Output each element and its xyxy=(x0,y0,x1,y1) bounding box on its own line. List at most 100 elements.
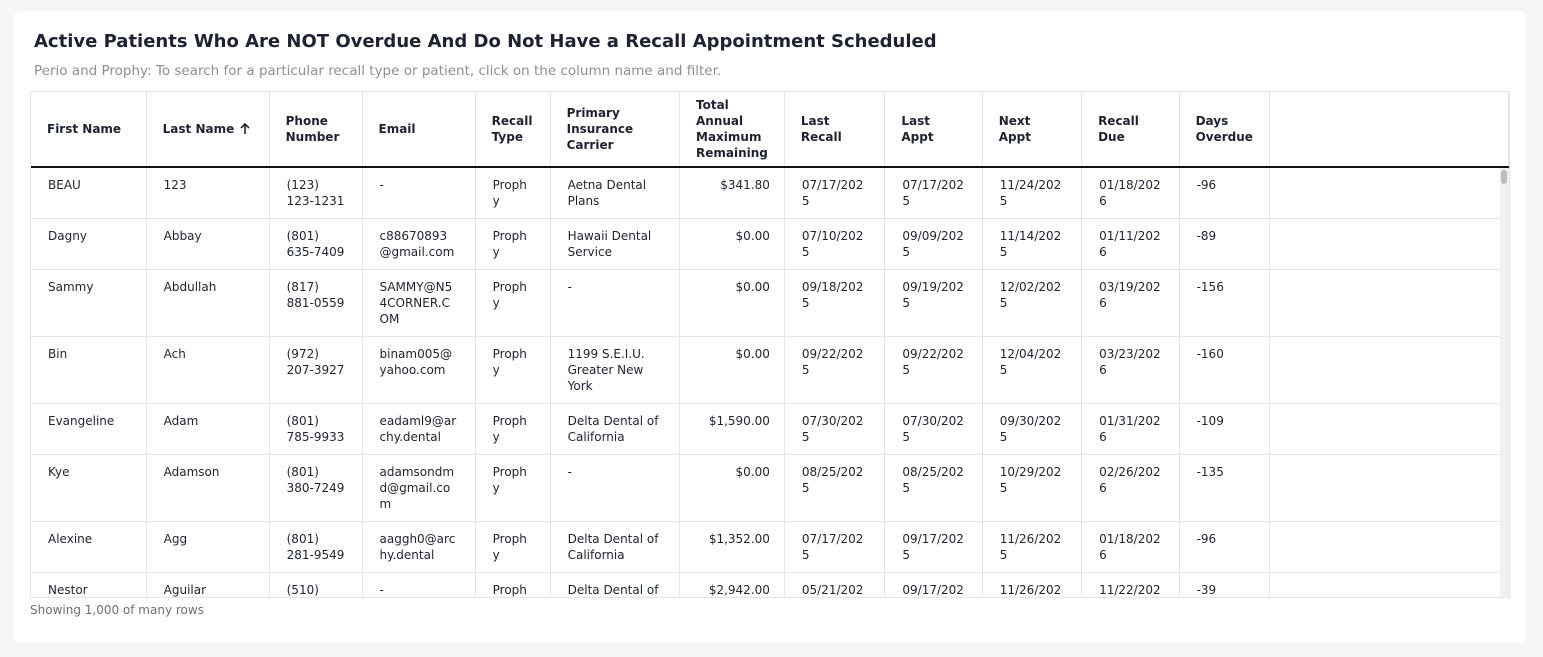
spacer-cell xyxy=(1269,403,1509,455)
table-cell: -89 xyxy=(1179,218,1270,270)
table-cell: 05/21/2025 xyxy=(784,572,886,597)
column-header[interactable]: Last Name xyxy=(146,92,270,168)
spacer-cell xyxy=(1269,218,1509,270)
column-header[interactable]: Recall Type xyxy=(475,92,551,168)
table-cell: 07/30/2025 xyxy=(784,403,886,455)
table-cell: Dagny xyxy=(31,218,147,270)
table-cell: (801) 635-7409 xyxy=(269,218,363,270)
table-cell: Prophy xyxy=(475,167,551,219)
column-label: Last Appt xyxy=(901,114,934,144)
table-cell: 07/17/2025 xyxy=(784,167,886,219)
column-header[interactable]: Days Overdue xyxy=(1179,92,1270,168)
table-cell: SAMMY@N54CORNER.COM xyxy=(362,269,476,337)
table-cell: 09/30/2025 xyxy=(982,403,1083,455)
column-label: Next Appt xyxy=(998,114,1031,144)
table-cell: - xyxy=(550,454,681,522)
table-row: Sammy Abdullah (817) 881-0559 SAMMY@N54CORN… xyxy=(31,269,1509,337)
table-cell: Delta Dental of California xyxy=(550,572,681,597)
table-cell: - xyxy=(362,167,476,219)
report-title: Active Patients Who Are NOT Overdue And … xyxy=(34,31,937,52)
table-cell: $0.00 xyxy=(679,454,785,522)
column-label: Days Overdue xyxy=(1195,114,1253,144)
spacer-cell xyxy=(1269,269,1509,337)
table-cell: (123) 123-1231 xyxy=(269,167,363,219)
table-cell: 01/18/2026 xyxy=(1081,167,1180,219)
table-cell: 09/22/2025 xyxy=(784,336,886,404)
table-cell: 07/17/2025 xyxy=(884,167,983,219)
scrollbar-thumb[interactable] xyxy=(1501,170,1507,184)
spacer-cell xyxy=(1269,454,1509,522)
column-header[interactable]: Primary Insurance Carrier xyxy=(550,92,681,168)
table-cell: 09/17/2025 xyxy=(884,572,983,597)
table-cell: -135 xyxy=(1179,454,1270,522)
table-cell: 09/18/2025 xyxy=(784,269,886,337)
table-body: BEAU 123 (123) 123-1231- Prophy Aetna Dental… xyxy=(31,167,1509,597)
table-cell: Ach xyxy=(146,336,270,404)
table-cell: $1,352.00 xyxy=(679,521,785,573)
table-cell: aaggh0@archy.dental xyxy=(362,521,476,573)
column-header[interactable]: First Name xyxy=(31,92,147,168)
column-header[interactable]: Next Appt xyxy=(982,92,1083,168)
table-cell: (801) 785-9933 xyxy=(269,403,363,455)
report-card: Active Patients Who Are NOT Overdue And … xyxy=(14,11,1526,643)
table-cell: 01/18/2026 xyxy=(1081,521,1180,573)
table-cell: Prophy xyxy=(475,269,551,337)
table-cell: $341.80 xyxy=(679,167,785,219)
column-header[interactable]: Last Recall xyxy=(784,92,886,168)
column-label: Primary Insurance Carrier xyxy=(566,106,634,152)
table-cell: $0.00 xyxy=(679,218,785,270)
table-cell: c88670893@gmail.com xyxy=(362,218,476,270)
table-cell: -109 xyxy=(1179,403,1270,455)
table-cell: BEAU xyxy=(31,167,147,219)
table-cell: -156 xyxy=(1179,269,1270,337)
column-label: Recall Type xyxy=(491,114,533,144)
table-container: First Name Last Name Phone Number Email Reca… xyxy=(30,91,1510,598)
table-cell: Prophy xyxy=(475,521,551,573)
table-cell: $0.00 xyxy=(679,336,785,404)
table-cell: Prophy xyxy=(475,336,551,404)
spacer-cell xyxy=(1269,167,1509,219)
column-header[interactable]: Phone Number xyxy=(269,92,363,168)
column-label: Email xyxy=(378,122,416,136)
table-cell: 09/22/2025 xyxy=(884,336,983,404)
table-cell: binam005@yahoo.com xyxy=(362,336,476,404)
table-cell: 10/29/2025 xyxy=(982,454,1083,522)
table-cell: $2,942.00 xyxy=(679,572,785,597)
table-cell: 03/19/2026 xyxy=(1081,269,1180,337)
table-cell: Delta Dental of California xyxy=(550,403,681,455)
table-row: BEAU 123 (123) 123-1231- Prophy Aetna Dental… xyxy=(31,167,1509,219)
column-label: First Name xyxy=(47,122,122,136)
table-row: Dagny Abbay (801) 635-7409 c88670893@gmail.… xyxy=(31,218,1509,270)
table-cell: 08/25/2025 xyxy=(784,454,886,522)
table-row: Alexine Agg (801) 281-9549 aaggh0@archy.den… xyxy=(31,521,1509,573)
table-cell: Evangeline xyxy=(31,403,147,455)
table-cell: 12/02/2025 xyxy=(982,269,1083,337)
table-cell: $0.00 xyxy=(679,269,785,337)
table-cell: Prophy xyxy=(475,403,551,455)
table-cell: (801) 380-7249 xyxy=(269,454,363,522)
table-cell: Bin xyxy=(31,336,147,404)
spacer-cell xyxy=(1269,572,1509,597)
table-cell: adamsondmd@gmail.com xyxy=(362,454,476,522)
table-row: Evangeline Adam (801) 785-9933 eadaml9@arch… xyxy=(31,403,1509,455)
table-cell: Prophy xyxy=(475,572,551,597)
column-header[interactable]: Recall Due xyxy=(1081,92,1180,168)
table-cell: 11/26/2025 xyxy=(982,521,1083,573)
column-label: Recall Due xyxy=(1098,114,1139,144)
table-row: Bin Ach (972) 207-3927 binam005@yahoo.com Pr… xyxy=(31,336,1509,404)
column-header[interactable]: Total Annual Maximum Remaining xyxy=(679,92,785,168)
table-cell: (801) 281-9549 xyxy=(269,521,363,573)
table-cell: Adamson xyxy=(146,454,270,522)
spacer-header xyxy=(1269,92,1509,168)
table-cell: 12/04/2025 xyxy=(982,336,1083,404)
column-header[interactable]: Email xyxy=(362,92,476,168)
table-cell: 03/23/2026 xyxy=(1081,336,1180,404)
table-cell: Prophy xyxy=(475,454,551,522)
table-cell: 09/09/2025 xyxy=(884,218,983,270)
scrollbar[interactable] xyxy=(1500,168,1509,597)
table-cell: (817) 881-0559 xyxy=(269,269,363,337)
column-label: Last Name xyxy=(162,122,235,136)
table-row: Kye Adamson (801) 380-7249 adamsondmd@gmail… xyxy=(31,454,1509,522)
column-header[interactable]: Last Appt xyxy=(884,92,983,168)
